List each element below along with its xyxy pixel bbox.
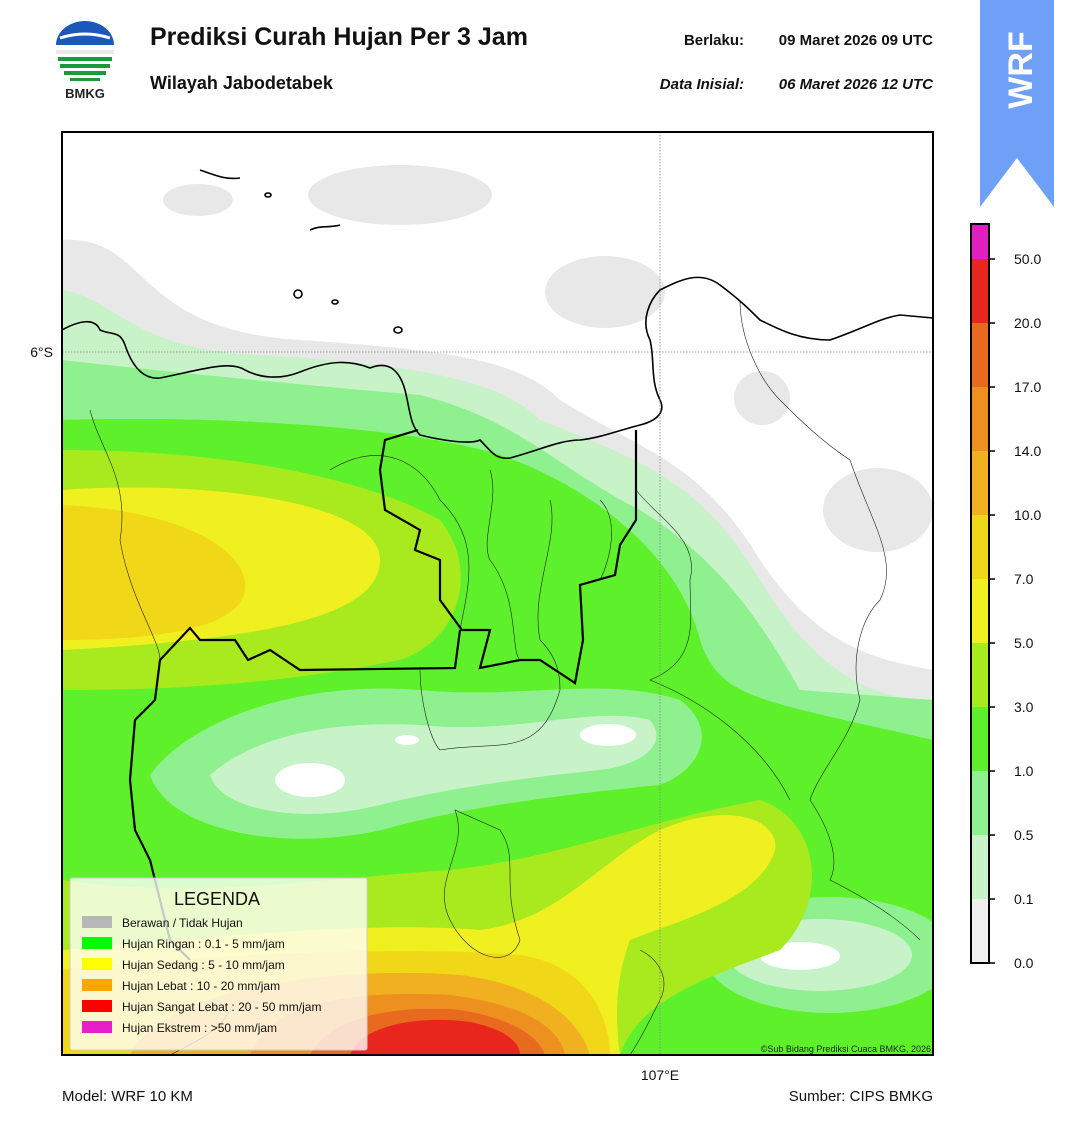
legend-label: Hujan Sedang : 5 - 10 mm/jam <box>122 958 285 972</box>
logo: BMKG <box>56 21 114 101</box>
legend-box <box>69 877 368 1051</box>
badge <box>980 0 1054 207</box>
legend-label: Hujan Ringan : 0.1 - 5 mm/jam <box>122 937 285 951</box>
colorbar-tick-label: 0.5 <box>1014 827 1034 843</box>
colorbar-frame <box>970 223 990 964</box>
legend-swatch <box>82 979 112 991</box>
colorbar-segment <box>971 835 989 899</box>
colorbar-tick-label: 20.0 <box>1014 315 1041 331</box>
colorbar-segment <box>971 323 989 387</box>
legend-swatch <box>82 916 112 928</box>
colorbar-tick-label: 0.1 <box>1014 891 1034 907</box>
init-label: Data Inisial: <box>660 76 744 93</box>
legend-title: LEGENDA <box>174 889 260 909</box>
init-value: 06 Maret 2026 12 UTC <box>779 76 934 93</box>
lon-label: 107°E <box>641 1067 679 1083</box>
colorbar-segment <box>971 259 989 323</box>
colorbar-segment <box>971 899 989 963</box>
lat-label: 6°S <box>30 344 53 360</box>
colorbar-tick-label: 3.0 <box>1014 699 1034 715</box>
colorbar-segment <box>971 771 989 835</box>
colorbar-segment <box>971 224 989 259</box>
colorbar-segment <box>971 579 989 643</box>
legend-swatch <box>82 958 112 970</box>
colorbar-segment <box>971 451 989 515</box>
legend-label: Hujan Ekstrem : >50 mm/jam <box>122 1021 277 1035</box>
colorbar-tick-label: 5.0 <box>1014 635 1034 651</box>
colorbar-segment <box>971 387 989 451</box>
legend-swatch <box>82 1000 112 1012</box>
valid-value: 09 Maret 2026 09 UTC <box>779 32 933 49</box>
colorbar-tick-label: 7.0 <box>1014 571 1034 587</box>
source-label: Sumber: CIPS BMKG <box>789 1088 933 1105</box>
colorbar-tick-label: 10.0 <box>1014 507 1041 523</box>
legend-label: Berawan / Tidak Hujan <box>122 916 243 930</box>
model-label: Model: WRF 10 KM <box>62 1088 193 1105</box>
legend: LEGENDA Berawan / Tidak Hujan Hujan Ringa… <box>69 877 368 1051</box>
copyright: ©Sub Bidang Prediksi Cuaca BMKG, 2026 <box>761 1044 931 1054</box>
badge-text: WRF <box>1002 31 1040 108</box>
legend-label: Hujan Lebat : 10 - 20 mm/jam <box>122 979 280 993</box>
valid-label: Berlaku: <box>684 32 744 49</box>
subtitle: Wilayah Jabodetabek <box>150 73 334 93</box>
logo-label: BMKG <box>65 86 105 101</box>
colorbar-tick-label: 17.0 <box>1014 379 1041 395</box>
legend-label: Hujan Sangat Lebat : 20 - 50 mm/jam <box>122 1000 321 1014</box>
colorbar-segment <box>971 707 989 771</box>
legend-swatch <box>82 937 112 949</box>
legend-swatch <box>82 1021 112 1033</box>
map-frame <box>61 131 934 1056</box>
colorbar-tick-label: 50.0 <box>1014 251 1041 267</box>
colorbar: 0.0 0.1 0.5 1.0 3.0 5.0 7.0 10.0 14.0 17.0 20.0 50.… <box>970 223 1041 971</box>
colorbar-tick-label: 14.0 <box>1014 443 1041 459</box>
colorbar-tick-label: 1.0 <box>1014 763 1034 779</box>
title: Prediksi Curah Hujan Per 3 Jam <box>150 23 528 51</box>
colorbar-segment <box>971 515 989 579</box>
colorbar-tick-label: 0.0 <box>1014 955 1034 971</box>
colorbar-segment <box>971 643 989 707</box>
